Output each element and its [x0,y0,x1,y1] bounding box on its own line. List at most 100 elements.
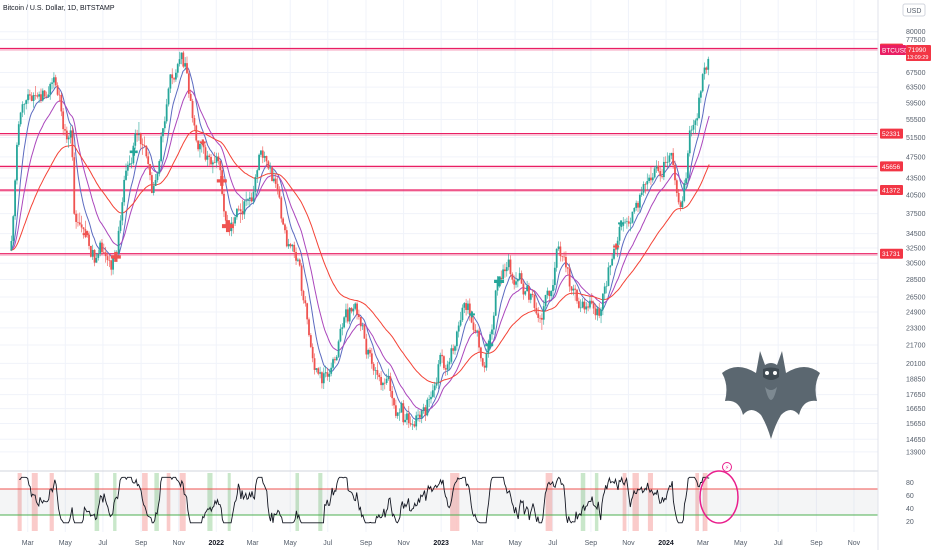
overbought-zone-bar [702,473,708,531]
candle-body [60,95,63,112]
candle-body [505,267,508,272]
candle-body [16,144,18,181]
candle-body [69,130,72,138]
candle-body [302,290,305,301]
candle-body [546,290,549,296]
candle-body [433,385,436,391]
candle-body [62,111,65,130]
candle-body [566,267,569,269]
overbought-zone-bar [166,473,171,531]
candle-body [234,217,236,224]
candle-body [646,181,649,185]
candle-body [579,307,582,309]
candle-body [699,91,702,98]
candle-body [308,319,310,336]
candle-body [134,133,137,146]
time-tick-label: Sep [360,540,373,547]
candle-body [330,367,333,374]
price-tick-label: 23300 [906,325,926,332]
candle-body [550,291,553,297]
candle-body [175,72,177,80]
candle-body [452,348,455,351]
price-tick-label: 34500 [906,231,926,238]
candle-body [520,273,523,284]
candle-body [587,306,590,308]
candle-body [611,258,614,266]
candle-body [125,170,127,180]
candle-body [441,354,443,357]
candle-body [365,338,368,355]
candle-body [356,303,358,315]
candle-body [128,163,131,165]
candle-body [80,224,83,228]
candle-body [557,246,560,249]
oscillator-axis[interactable]: 80 60 40 20 [906,480,914,526]
candle-body [187,73,190,94]
candle-body [138,133,140,135]
time-axis[interactable]: Mar May Jul Sep Nov 2022 Mar May Jul Sep Nov 2023 Ma… [22,540,861,547]
candle-body [568,268,571,287]
candle-body [398,412,401,414]
currency-button[interactable]: USD [902,3,926,17]
candle-body [243,201,246,215]
price-tick-label: 37500 [906,211,926,218]
candle-body [481,358,484,366]
time-tick-label: Jul [548,540,557,547]
oscillator-pane [0,476,878,524]
time-tick-label: Mar [471,540,484,547]
candle-body [282,218,285,225]
candle-body [332,359,334,368]
candle-body [526,286,529,292]
price-tick-label: 55500 [906,117,926,124]
oscillator-tick-label: 60 [906,493,914,500]
candle-body [478,330,480,348]
candle-body [515,281,517,285]
time-tick-label: Jul [774,540,783,547]
candle-body [670,152,673,156]
level-price-label: 52331 [882,131,900,138]
candle-body [300,265,303,291]
candle-body [173,78,175,80]
currency-button-label[interactable]: USD [907,8,922,15]
candle-body [337,341,340,357]
candle-body [272,178,275,182]
candle-body [289,244,292,247]
candle-body [263,155,266,158]
candle-body [297,259,299,261]
sell-signal-marker [216,175,227,186]
current-price-label: BTCUSD 71990 13:09:29 [880,45,931,61]
oversold-zone-bar [154,473,159,531]
candle-body [387,376,390,379]
candle-body [147,156,150,164]
candle-body [245,200,248,202]
candle-body [348,307,351,322]
candle-body [99,242,102,254]
candle-body [250,197,253,202]
oscillator-tick-label: 40 [906,506,914,513]
candle-body [291,244,294,247]
sell-signal-marker [613,243,620,250]
candle-body [444,368,447,370]
candle-body [511,274,514,280]
candle-body [180,52,183,60]
candle-body [139,133,142,145]
candle-body [23,103,26,105]
candle-body [485,353,488,368]
price-tick-label: 17650 [906,392,926,399]
candle-body [25,100,28,104]
candle-body [598,308,601,316]
symbol-tag: BTCUSD [882,48,909,55]
oversold-zone-bar [580,473,586,531]
candle-body [256,170,259,178]
candle-body [518,273,521,280]
candle-body [141,144,144,146]
candle-body [576,289,578,302]
candle-body [437,364,440,384]
price-tick-label: 43500 [906,176,926,183]
candle-body [156,173,159,180]
candle-body [409,423,412,425]
moving-averages [10,67,710,421]
candle-body [696,118,699,121]
